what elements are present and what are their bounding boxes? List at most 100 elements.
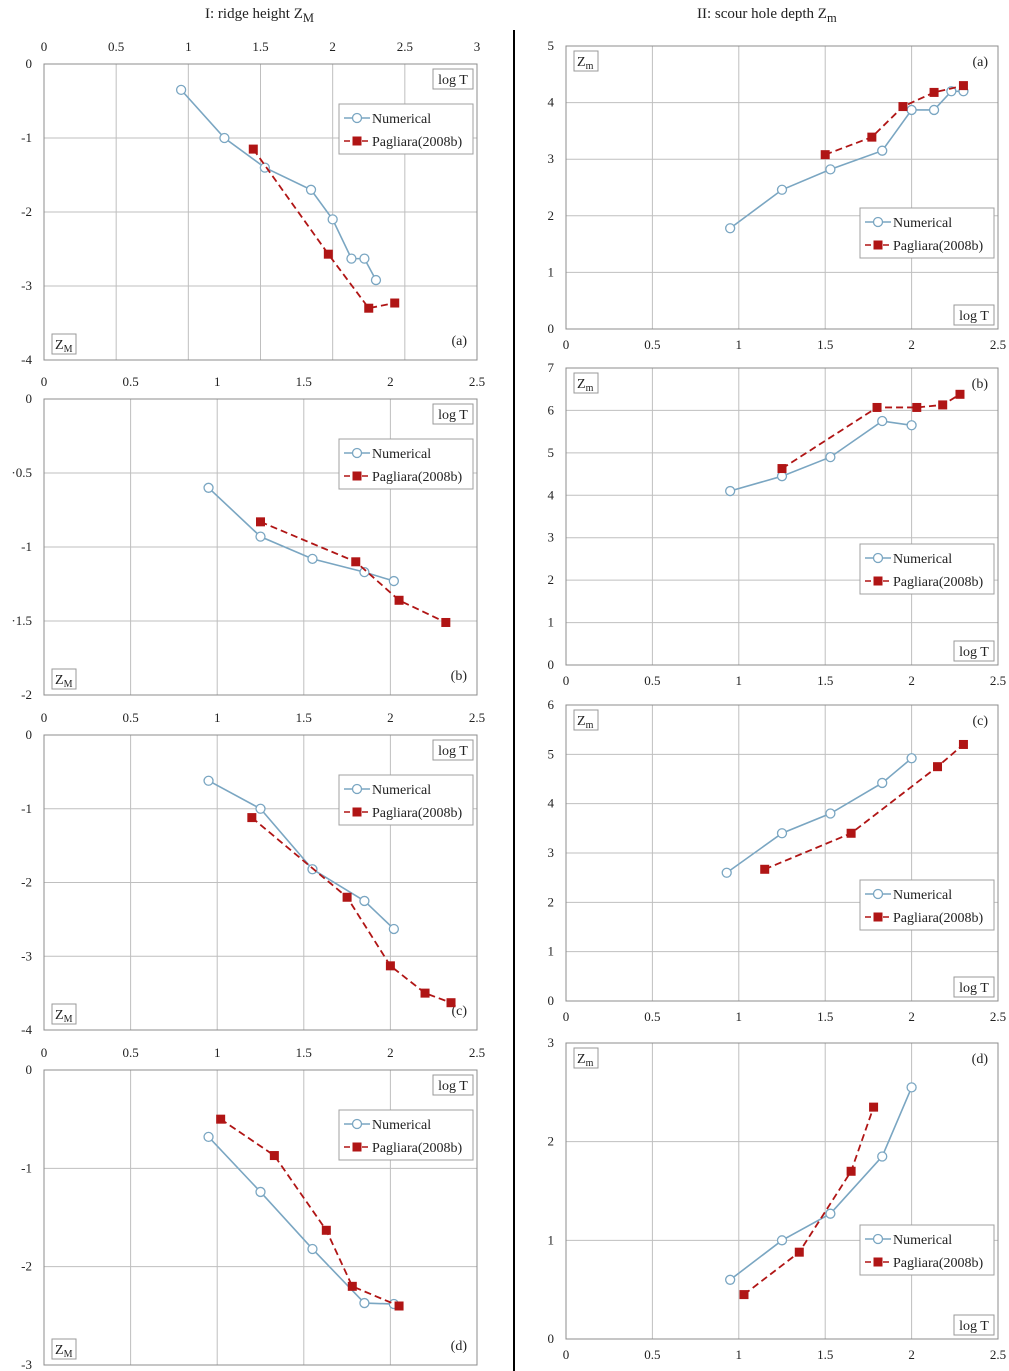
y-tick-label: ·1.5 <box>11 613 32 628</box>
data-point-pagliara <box>912 402 922 412</box>
data-point-numerical <box>776 184 788 195</box>
x-tick-label: 2.5 <box>469 1045 485 1060</box>
y-axis-label-subscript: m <box>586 720 594 731</box>
series-line-numerical <box>729 420 912 492</box>
data-point-pagliara <box>777 464 787 474</box>
series-line-pagliara <box>781 393 961 470</box>
y-axis-label-box <box>573 372 599 394</box>
y-tick-label: -1 <box>21 539 32 554</box>
column-title-text: II: scour hole depth Z <box>697 6 827 22</box>
legend-label: Pagliara(2008b) <box>372 470 463 485</box>
data-point-pagliara <box>248 144 258 154</box>
legend-label: Numerical <box>893 1233 952 1248</box>
legend-marker-pagliara <box>352 136 362 146</box>
data-point-numerical <box>825 164 836 175</box>
legend-box <box>338 438 474 490</box>
x-tick-label: 1.5 <box>296 1045 312 1060</box>
data-point-pagliara <box>321 1225 331 1235</box>
x-axis-label-box <box>432 1074 474 1096</box>
x-axis-label-box <box>953 640 995 662</box>
y-tick-label: ·0.5 <box>11 465 32 480</box>
data-point-numerical <box>877 415 888 427</box>
legend-marker-pagliara <box>352 1142 362 1152</box>
data-point-pagliara <box>269 1151 279 1161</box>
data-point-pagliara <box>394 595 404 605</box>
data-point-numerical <box>877 145 888 156</box>
x-tick-label: 1 <box>736 1347 743 1362</box>
data-point-numerical <box>725 485 736 497</box>
x-tick-label: 0 <box>41 710 48 725</box>
plot-frame <box>43 734 478 1031</box>
data-point-pagliara <box>390 298 400 308</box>
data-point-pagliara <box>385 961 395 971</box>
legend-box <box>338 1109 474 1161</box>
panel-label: (c) <box>451 1004 467 1019</box>
y-axis-label-subscript: M <box>64 1349 73 1360</box>
data-point-pagliara <box>820 150 830 160</box>
legend-label: Numerical <box>893 888 952 903</box>
x-tick-label: 2.5 <box>469 710 485 725</box>
legend-marker-numerical <box>351 112 363 124</box>
legend-marker-pagliara <box>873 240 883 250</box>
legend-label: Pagliara(2008b) <box>893 575 984 590</box>
column-title-subscript: M <box>302 11 315 25</box>
y-axis-label-subscript: m <box>586 1058 594 1069</box>
legend-label: Pagliara(2008b) <box>372 806 463 821</box>
y-tick-label: -2 <box>21 875 32 890</box>
x-axis-label: log T <box>959 645 989 660</box>
y-axis-label-subscript: M <box>64 679 73 690</box>
legend-marker-numerical <box>872 552 884 564</box>
data-point-numerical <box>359 253 370 264</box>
x-axis-label-box <box>953 1314 995 1336</box>
data-point-pagliara <box>958 739 968 749</box>
series-line-numerical <box>726 757 913 874</box>
y-tick-label: 4 <box>548 95 555 110</box>
data-point-numerical <box>725 1274 736 1285</box>
data-point-pagliara <box>760 864 770 874</box>
y-tick-label: -3 <box>21 1357 32 1371</box>
x-tick-label: 2.5 <box>990 337 1006 352</box>
x-tick-label: 1 <box>736 337 743 352</box>
y-axis-label-subscript: m <box>586 383 594 394</box>
data-point-numerical <box>906 1082 917 1093</box>
y-tick-label: -3 <box>21 278 32 293</box>
x-tick-label: 1.5 <box>817 1347 833 1362</box>
data-point-numerical <box>307 1243 318 1255</box>
x-tick-label: 0 <box>563 1347 570 1362</box>
data-point-numerical <box>877 1151 888 1162</box>
x-axis-label-box <box>432 68 474 90</box>
panel-label: (a) <box>972 55 988 70</box>
x-tick-label: 1.5 <box>817 1009 833 1024</box>
data-point-numerical <box>776 1235 788 1246</box>
data-point-pagliara <box>955 389 965 399</box>
data-point-numerical <box>359 567 370 578</box>
data-point-pagliara <box>394 1301 404 1311</box>
series-line-pagliara <box>251 816 452 1004</box>
y-tick-label: -2 <box>21 687 32 702</box>
x-tick-label: 1 <box>736 1009 743 1024</box>
plot-frame <box>43 1069 478 1366</box>
x-tick-label: 3 <box>474 39 481 54</box>
data-point-pagliara <box>938 400 948 410</box>
x-axis-label: log T <box>438 744 468 759</box>
series-line-pagliara <box>764 743 965 871</box>
y-tick-label: 0 <box>26 727 33 742</box>
x-tick-label: 1.5 <box>252 39 268 54</box>
x-tick-label: 0 <box>41 1045 48 1060</box>
data-point-numerical <box>388 575 400 587</box>
legend-marker-numerical <box>872 888 884 900</box>
y-tick-label: 1 <box>548 1232 555 1247</box>
data-point-pagliara <box>323 249 333 259</box>
data-point-pagliara <box>420 988 430 998</box>
data-point-pagliara <box>929 87 939 97</box>
data-point-numerical <box>825 1208 836 1219</box>
y-tick-label: -4 <box>21 352 32 367</box>
y-axis-label-box <box>573 1047 599 1069</box>
x-axis-label-box <box>953 304 995 326</box>
data-point-numerical <box>203 1131 214 1143</box>
plot-frame <box>565 367 999 666</box>
legend-label: Pagliara(2008b) <box>893 1256 984 1271</box>
